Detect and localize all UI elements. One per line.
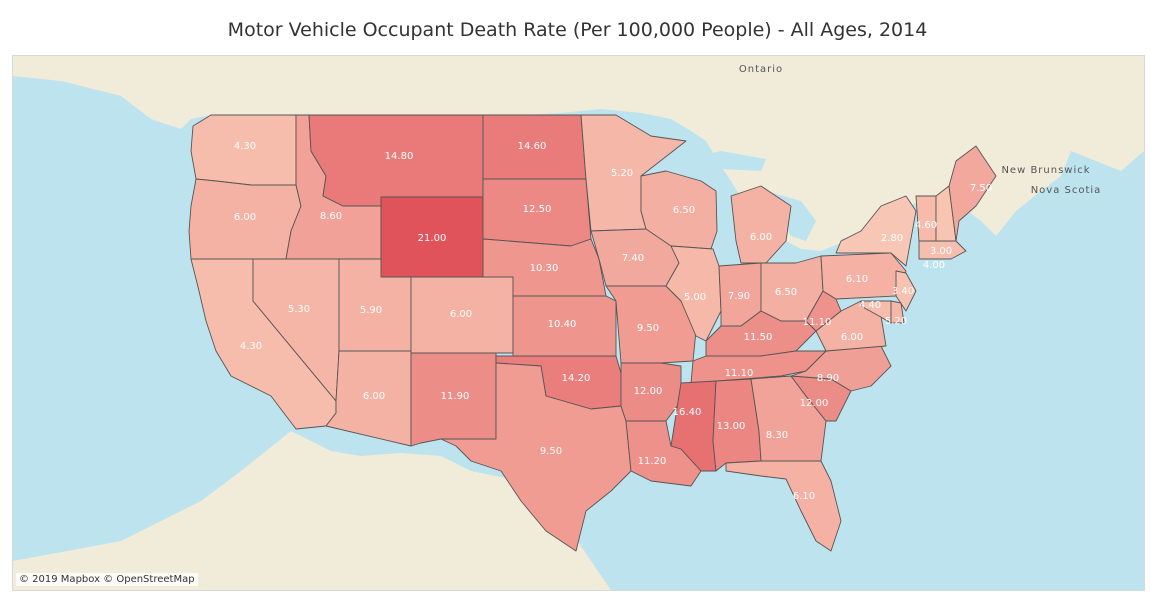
rate-label-ut: 5.90 [360, 305, 382, 316]
rate-label-mo: 9.50 [637, 323, 659, 334]
rate-label-ar: 12.00 [634, 386, 663, 397]
state-md[interactable] [860, 300, 892, 324]
rate-label-md: 4.40 [859, 300, 881, 311]
rate-label-oh: 6.50 [775, 287, 797, 298]
rate-label-ks: 10.40 [548, 319, 577, 330]
rate-label-nm: 11.90 [441, 391, 470, 402]
rate-label-nh: 3.00 [930, 246, 952, 257]
rate-label-ky: 11.50 [744, 332, 773, 343]
rate-label-wv: 11.10 [803, 317, 832, 328]
rate-label-nv: 5.30 [288, 304, 310, 315]
rate-label-or: 6.00 [234, 212, 256, 223]
state-wi[interactable] [640, 170, 718, 250]
rate-label-nj: 3.40 [892, 286, 914, 297]
ontario-label: Ontario [739, 64, 783, 75]
rate-label-wy: 21.00 [418, 233, 447, 244]
rate-label-ok: 14.20 [562, 373, 591, 384]
nova-scotia-label: Nova Scotia [1031, 185, 1102, 196]
rate-label-ms: 16.40 [673, 407, 702, 418]
state-ks[interactable] [512, 295, 617, 357]
rate-label-ca: 4.30 [240, 341, 262, 352]
rate-label-ny: 2.80 [881, 233, 903, 244]
state-me[interactable] [948, 145, 997, 242]
rate-label-tx: 9.50 [540, 446, 562, 457]
canada-land [13, 56, 1144, 251]
state-nc[interactable] [790, 345, 892, 392]
rate-label-il: 5.00 [684, 292, 706, 303]
rate-label-al: 13.00 [717, 421, 746, 432]
rate-label-ma: 4.00 [923, 260, 945, 271]
mexico-land [13, 431, 611, 590]
rate-label-de: 5.20 [885, 316, 907, 327]
rate-label-la: 11.20 [638, 456, 667, 467]
rate-label-fl: 6.10 [793, 491, 815, 502]
rate-label-wa: 4.30 [234, 141, 256, 152]
state-mi[interactable] [730, 185, 792, 264]
map-canvas[interactable]: 4.30 6.00 4.30 5.30 8.60 14.80 21.00 5.90 6.00 6.… [12, 55, 1145, 591]
rate-label-ne: 10.30 [530, 263, 559, 274]
state-nj[interactable] [895, 270, 917, 312]
rate-labels-layer: 4.30 6.00 4.30 5.30 8.60 14.80 21.00 5.90 6.00 6.… [234, 141, 992, 502]
map-attribution[interactable]: © 2019 Mapbox © OpenStreetMap [16, 573, 198, 586]
map-title: Motor Vehicle Occupant Death Rate (Per 1… [227, 19, 928, 41]
rate-label-va: 6.00 [841, 332, 863, 343]
state-de[interactable] [890, 300, 905, 324]
rate-label-in: 7.90 [728, 291, 750, 302]
rate-label-pa: 6.10 [846, 274, 868, 285]
state-ar[interactable] [620, 362, 682, 422]
rate-label-sd: 12.50 [523, 204, 552, 215]
choropleth-map[interactable]: 4.30 6.00 4.30 5.30 8.60 14.80 21.00 5.90 6.00 6.… [13, 56, 1144, 590]
rate-label-mt: 14.80 [385, 151, 414, 162]
rate-label-tn: 11.10 [725, 368, 754, 379]
rate-label-nd: 14.60 [518, 141, 547, 152]
rate-label-id: 8.60 [320, 211, 342, 222]
rate-label-ga: 8.30 [766, 430, 788, 441]
rate-label-nc: 8.90 [817, 373, 839, 384]
rate-label-ia: 7.40 [622, 253, 644, 264]
state-wv[interactable] [805, 290, 842, 332]
state-ny[interactable] [835, 195, 917, 267]
state-il[interactable] [665, 245, 722, 342]
state-fl[interactable] [725, 460, 842, 552]
states-layer [188, 114, 997, 552]
rate-label-mn: 5.20 [611, 168, 633, 179]
new-brunswick-label: New Brunswick [1001, 165, 1090, 176]
rate-label-sc: 12.00 [800, 398, 829, 409]
rate-label-vt: 4.60 [915, 220, 937, 231]
rate-label-az: 6.00 [363, 391, 385, 402]
rate-label-co: 6.00 [450, 309, 472, 320]
rate-label-me: 7.50 [970, 183, 992, 194]
rate-label-wi: 6.50 [673, 205, 695, 216]
state-tx[interactable] [440, 362, 632, 552]
state-ma[interactable] [918, 240, 967, 260]
rate-label-mi: 6.00 [750, 232, 772, 243]
state-vt[interactable] [915, 195, 937, 242]
